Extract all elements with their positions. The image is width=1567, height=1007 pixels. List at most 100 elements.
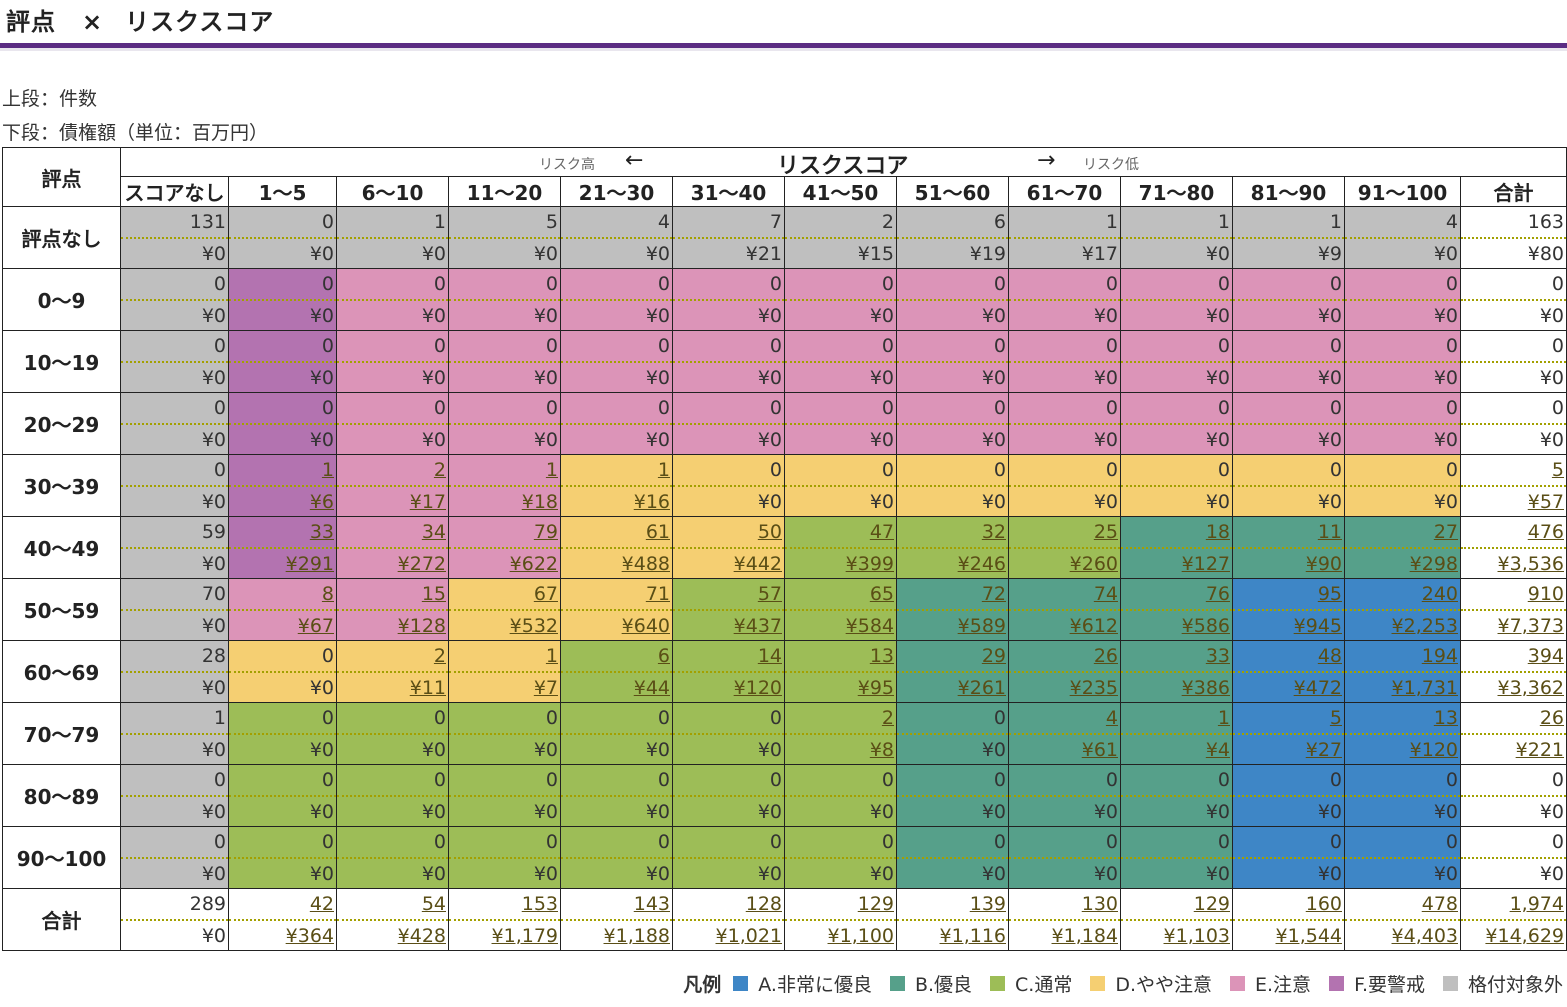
cell-count[interactable]: 76 [1121, 579, 1232, 611]
cell-amount[interactable]: ¥44 [633, 677, 670, 699]
cell-amount[interactable]: ¥246 [957, 553, 1006, 575]
cell-amount[interactable]: ¥399 [845, 553, 894, 575]
cell-amount[interactable]: ¥2,253 [1391, 615, 1458, 637]
matrix-cell[interactable]: 6 ¥44 [560, 640, 673, 703]
cell-amount[interactable]: ¥120 [1409, 739, 1458, 761]
matrix-cell[interactable]: 33 ¥291 [228, 516, 337, 579]
matrix-cell[interactable]: 29 ¥261 [896, 640, 1009, 703]
matrix-cell[interactable]: 34 ¥272 [336, 516, 449, 579]
matrix-cell[interactable]: 139 ¥1,116 [896, 888, 1009, 951]
matrix-cell[interactable]: 910 ¥7,373 [1460, 578, 1567, 641]
cell-count[interactable]: 25 [1009, 517, 1120, 549]
matrix-cell[interactable]: 8 ¥67 [228, 578, 337, 641]
cell-count[interactable]: 1 [449, 641, 560, 673]
cell-amount[interactable]: ¥1,100 [827, 925, 894, 947]
cell-count[interactable]: 27 [1345, 517, 1460, 549]
cell-count[interactable]: 1,974 [1461, 889, 1566, 921]
cell-amount[interactable]: ¥8 [869, 739, 894, 761]
cell-amount[interactable]: ¥18 [521, 491, 558, 513]
matrix-cell[interactable]: 79 ¥622 [448, 516, 561, 579]
cell-amount[interactable]: ¥1,103 [1163, 925, 1230, 947]
cell-count[interactable]: 2 [337, 641, 448, 673]
cell-count[interactable]: 33 [1121, 641, 1232, 673]
cell-count[interactable]: 139 [897, 889, 1008, 921]
cell-amount[interactable]: ¥1,179 [491, 925, 558, 947]
cell-amount[interactable]: ¥1,544 [1275, 925, 1342, 947]
cell-amount[interactable]: ¥428 [397, 925, 446, 947]
matrix-cell[interactable]: 2 ¥8 [784, 702, 897, 765]
matrix-cell[interactable]: 13 ¥95 [784, 640, 897, 703]
cell-count[interactable]: 240 [1345, 579, 1460, 611]
cell-amount[interactable]: ¥1,731 [1391, 677, 1458, 699]
cell-count[interactable]: 129 [1121, 889, 1232, 921]
matrix-cell[interactable]: 32 ¥246 [896, 516, 1009, 579]
cell-count[interactable]: 67 [449, 579, 560, 611]
cell-amount[interactable]: ¥291 [285, 553, 334, 575]
cell-count[interactable]: 143 [561, 889, 672, 921]
cell-count[interactable]: 1 [449, 455, 560, 487]
matrix-cell[interactable]: 128 ¥1,021 [672, 888, 785, 951]
cell-count[interactable]: 4 [1009, 703, 1120, 735]
matrix-cell[interactable]: 47 ¥399 [784, 516, 897, 579]
cell-count[interactable]: 130 [1009, 889, 1120, 921]
cell-count[interactable]: 65 [785, 579, 896, 611]
matrix-cell[interactable]: 72 ¥589 [896, 578, 1009, 641]
matrix-cell[interactable]: 54 ¥428 [336, 888, 449, 951]
cell-count[interactable]: 33 [229, 517, 336, 549]
cell-amount[interactable]: ¥586 [1181, 615, 1230, 637]
cell-amount[interactable]: ¥61 [1081, 739, 1118, 761]
matrix-cell[interactable]: 18 ¥127 [1120, 516, 1233, 579]
cell-amount[interactable]: ¥260 [1069, 553, 1118, 575]
matrix-cell[interactable]: 1,974 ¥14,629 [1460, 888, 1567, 951]
cell-count[interactable]: 194 [1345, 641, 1460, 673]
cell-amount[interactable]: ¥488 [621, 553, 670, 575]
matrix-cell[interactable]: 160 ¥1,544 [1232, 888, 1345, 951]
cell-count[interactable]: 1 [561, 455, 672, 487]
cell-count[interactable]: 14 [673, 641, 784, 673]
matrix-cell[interactable]: 27 ¥298 [1344, 516, 1461, 579]
cell-count[interactable]: 6 [561, 641, 672, 673]
matrix-cell[interactable]: 476 ¥3,536 [1460, 516, 1567, 579]
cell-amount[interactable]: ¥90 [1305, 553, 1342, 575]
cell-amount[interactable]: ¥4,403 [1391, 925, 1458, 947]
matrix-cell[interactable]: 2 ¥11 [336, 640, 449, 703]
matrix-cell[interactable]: 42 ¥364 [228, 888, 337, 951]
matrix-cell[interactable]: 71 ¥640 [560, 578, 673, 641]
matrix-cell[interactable]: 1 ¥4 [1120, 702, 1233, 765]
cell-count[interactable]: 13 [1345, 703, 1460, 735]
cell-amount[interactable]: ¥57 [1527, 491, 1564, 513]
matrix-cell[interactable]: 143 ¥1,188 [560, 888, 673, 951]
matrix-cell[interactable]: 478 ¥4,403 [1344, 888, 1461, 951]
matrix-cell[interactable]: 11 ¥90 [1232, 516, 1345, 579]
cell-count[interactable]: 42 [229, 889, 336, 921]
cell-amount[interactable]: ¥640 [621, 615, 670, 637]
matrix-cell[interactable]: 153 ¥1,179 [448, 888, 561, 951]
cell-count[interactable]: 34 [337, 517, 448, 549]
cell-count[interactable]: 2 [337, 455, 448, 487]
cell-amount[interactable]: ¥1,188 [603, 925, 670, 947]
cell-amount[interactable]: ¥442 [733, 553, 782, 575]
matrix-cell[interactable]: 48 ¥472 [1232, 640, 1345, 703]
cell-amount[interactable]: ¥120 [733, 677, 782, 699]
cell-amount[interactable]: ¥6 [309, 491, 334, 513]
cell-amount[interactable]: ¥1,021 [715, 925, 782, 947]
matrix-cell[interactable]: 13 ¥120 [1344, 702, 1461, 765]
cell-count[interactable]: 47 [785, 517, 896, 549]
cell-count[interactable]: 95 [1233, 579, 1344, 611]
cell-amount[interactable]: ¥472 [1293, 677, 1342, 699]
matrix-cell[interactable]: 130 ¥1,184 [1008, 888, 1121, 951]
cell-count[interactable]: 32 [897, 517, 1008, 549]
cell-amount[interactable]: ¥1,184 [1051, 925, 1118, 947]
cell-count[interactable]: 29 [897, 641, 1008, 673]
cell-count[interactable]: 26 [1009, 641, 1120, 673]
cell-amount[interactable]: ¥532 [509, 615, 558, 637]
matrix-cell[interactable]: 4 ¥61 [1008, 702, 1121, 765]
matrix-cell[interactable]: 5 ¥27 [1232, 702, 1345, 765]
matrix-cell[interactable]: 5 ¥57 [1460, 454, 1567, 517]
matrix-cell[interactable]: 57 ¥437 [672, 578, 785, 641]
cell-amount[interactable]: ¥945 [1293, 615, 1342, 637]
cell-amount[interactable]: ¥95 [857, 677, 894, 699]
cell-count[interactable]: 910 [1461, 579, 1566, 611]
matrix-cell[interactable]: 67 ¥532 [448, 578, 561, 641]
matrix-cell[interactable]: 95 ¥945 [1232, 578, 1345, 641]
